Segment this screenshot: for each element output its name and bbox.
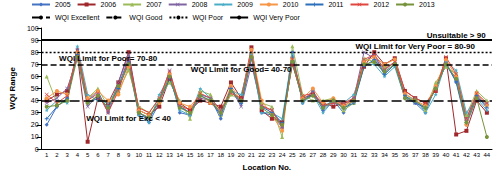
svg-text:39: 39 [432, 152, 439, 158]
svg-text:2008: 2008 [192, 1, 208, 8]
svg-text:44: 44 [484, 152, 491, 158]
svg-text:WQI Limit for Very Poor = 80-9: WQI Limit for Very Poor = 80-90 [356, 42, 476, 51]
svg-text:42: 42 [463, 152, 470, 158]
svg-text:29: 29 [330, 152, 337, 158]
svg-text:WQI Good: WQI Good [129, 14, 162, 22]
svg-text:11: 11 [146, 152, 153, 158]
svg-text:16: 16 [197, 152, 204, 158]
svg-text:41: 41 [453, 152, 460, 158]
svg-text:32: 32 [361, 152, 368, 158]
svg-text:2011: 2011 [328, 1, 343, 8]
svg-text:38: 38 [422, 152, 429, 158]
svg-text:27: 27 [310, 152, 317, 158]
svg-text:34: 34 [381, 152, 388, 158]
svg-text:10: 10 [135, 152, 142, 158]
svg-text:12: 12 [156, 152, 163, 158]
svg-text:14: 14 [176, 152, 183, 158]
svg-text:9: 9 [127, 152, 131, 158]
svg-text:2012: 2012 [373, 1, 389, 8]
svg-text:WQI Limit for Poor= 70-80: WQI Limit for Poor= 70-80 [59, 54, 158, 63]
svg-text:43: 43 [473, 152, 480, 158]
svg-text:40: 40 [443, 152, 450, 158]
svg-text:31: 31 [350, 152, 357, 158]
svg-text:23: 23 [269, 152, 276, 158]
svg-text:10: 10 [31, 133, 39, 140]
svg-text:WQI Limit for Good= 40-70: WQI Limit for Good= 40-70 [191, 65, 292, 74]
svg-text:2006: 2006 [101, 1, 117, 8]
svg-text:5: 5 [86, 152, 90, 158]
svg-text:30: 30 [31, 109, 39, 116]
svg-text:24: 24 [279, 152, 286, 158]
svg-text:4: 4 [76, 152, 80, 158]
svg-text:WQI Excellent: WQI Excellent [55, 14, 99, 22]
svg-text:WQI Very Poor: WQI Very Poor [253, 14, 300, 22]
svg-text:18: 18 [217, 152, 224, 158]
svg-text:2010: 2010 [283, 1, 299, 8]
svg-text:28: 28 [320, 152, 327, 158]
svg-text:20: 20 [31, 121, 39, 128]
svg-text:22: 22 [258, 152, 265, 158]
svg-text:37: 37 [412, 152, 419, 158]
svg-text:Location No.: Location No. [243, 163, 291, 172]
svg-text:WQI Poor: WQI Poor [192, 14, 223, 22]
svg-text:WQI Range: WQI Range [8, 67, 17, 110]
svg-text:36: 36 [402, 152, 409, 158]
svg-text:90: 90 [31, 37, 39, 44]
svg-text:1: 1 [45, 152, 49, 158]
svg-text:40: 40 [31, 97, 39, 104]
svg-text:20: 20 [238, 152, 245, 158]
svg-text:17: 17 [207, 152, 214, 158]
svg-text:Unsuitable > 90: Unsuitable > 90 [427, 31, 486, 40]
svg-text:2007: 2007 [146, 1, 162, 8]
svg-text:25: 25 [289, 152, 296, 158]
svg-text:8: 8 [117, 152, 121, 158]
svg-text:35: 35 [391, 152, 398, 158]
svg-text:2005: 2005 [55, 1, 71, 8]
svg-text:WQI Limit for Exc < 40: WQI Limit for Exc < 40 [86, 114, 171, 123]
svg-text:13: 13 [166, 152, 173, 158]
svg-text:50: 50 [31, 85, 39, 92]
svg-text:33: 33 [371, 152, 378, 158]
svg-text:7: 7 [106, 152, 110, 158]
svg-text:26: 26 [299, 152, 306, 158]
svg-text:2: 2 [55, 152, 59, 158]
svg-text:70: 70 [31, 61, 39, 68]
svg-text:2009: 2009 [237, 1, 253, 8]
svg-text:0: 0 [35, 146, 39, 153]
svg-text:100: 100 [27, 25, 39, 32]
svg-text:30: 30 [340, 152, 347, 158]
svg-text:19: 19 [228, 152, 235, 158]
svg-text:3: 3 [65, 152, 69, 158]
svg-text:80: 80 [31, 49, 39, 56]
svg-text:2013: 2013 [419, 1, 435, 8]
svg-text:6: 6 [96, 152, 100, 158]
svg-text:15: 15 [187, 152, 194, 158]
svg-text:60: 60 [31, 73, 39, 80]
svg-text:21: 21 [248, 152, 255, 158]
